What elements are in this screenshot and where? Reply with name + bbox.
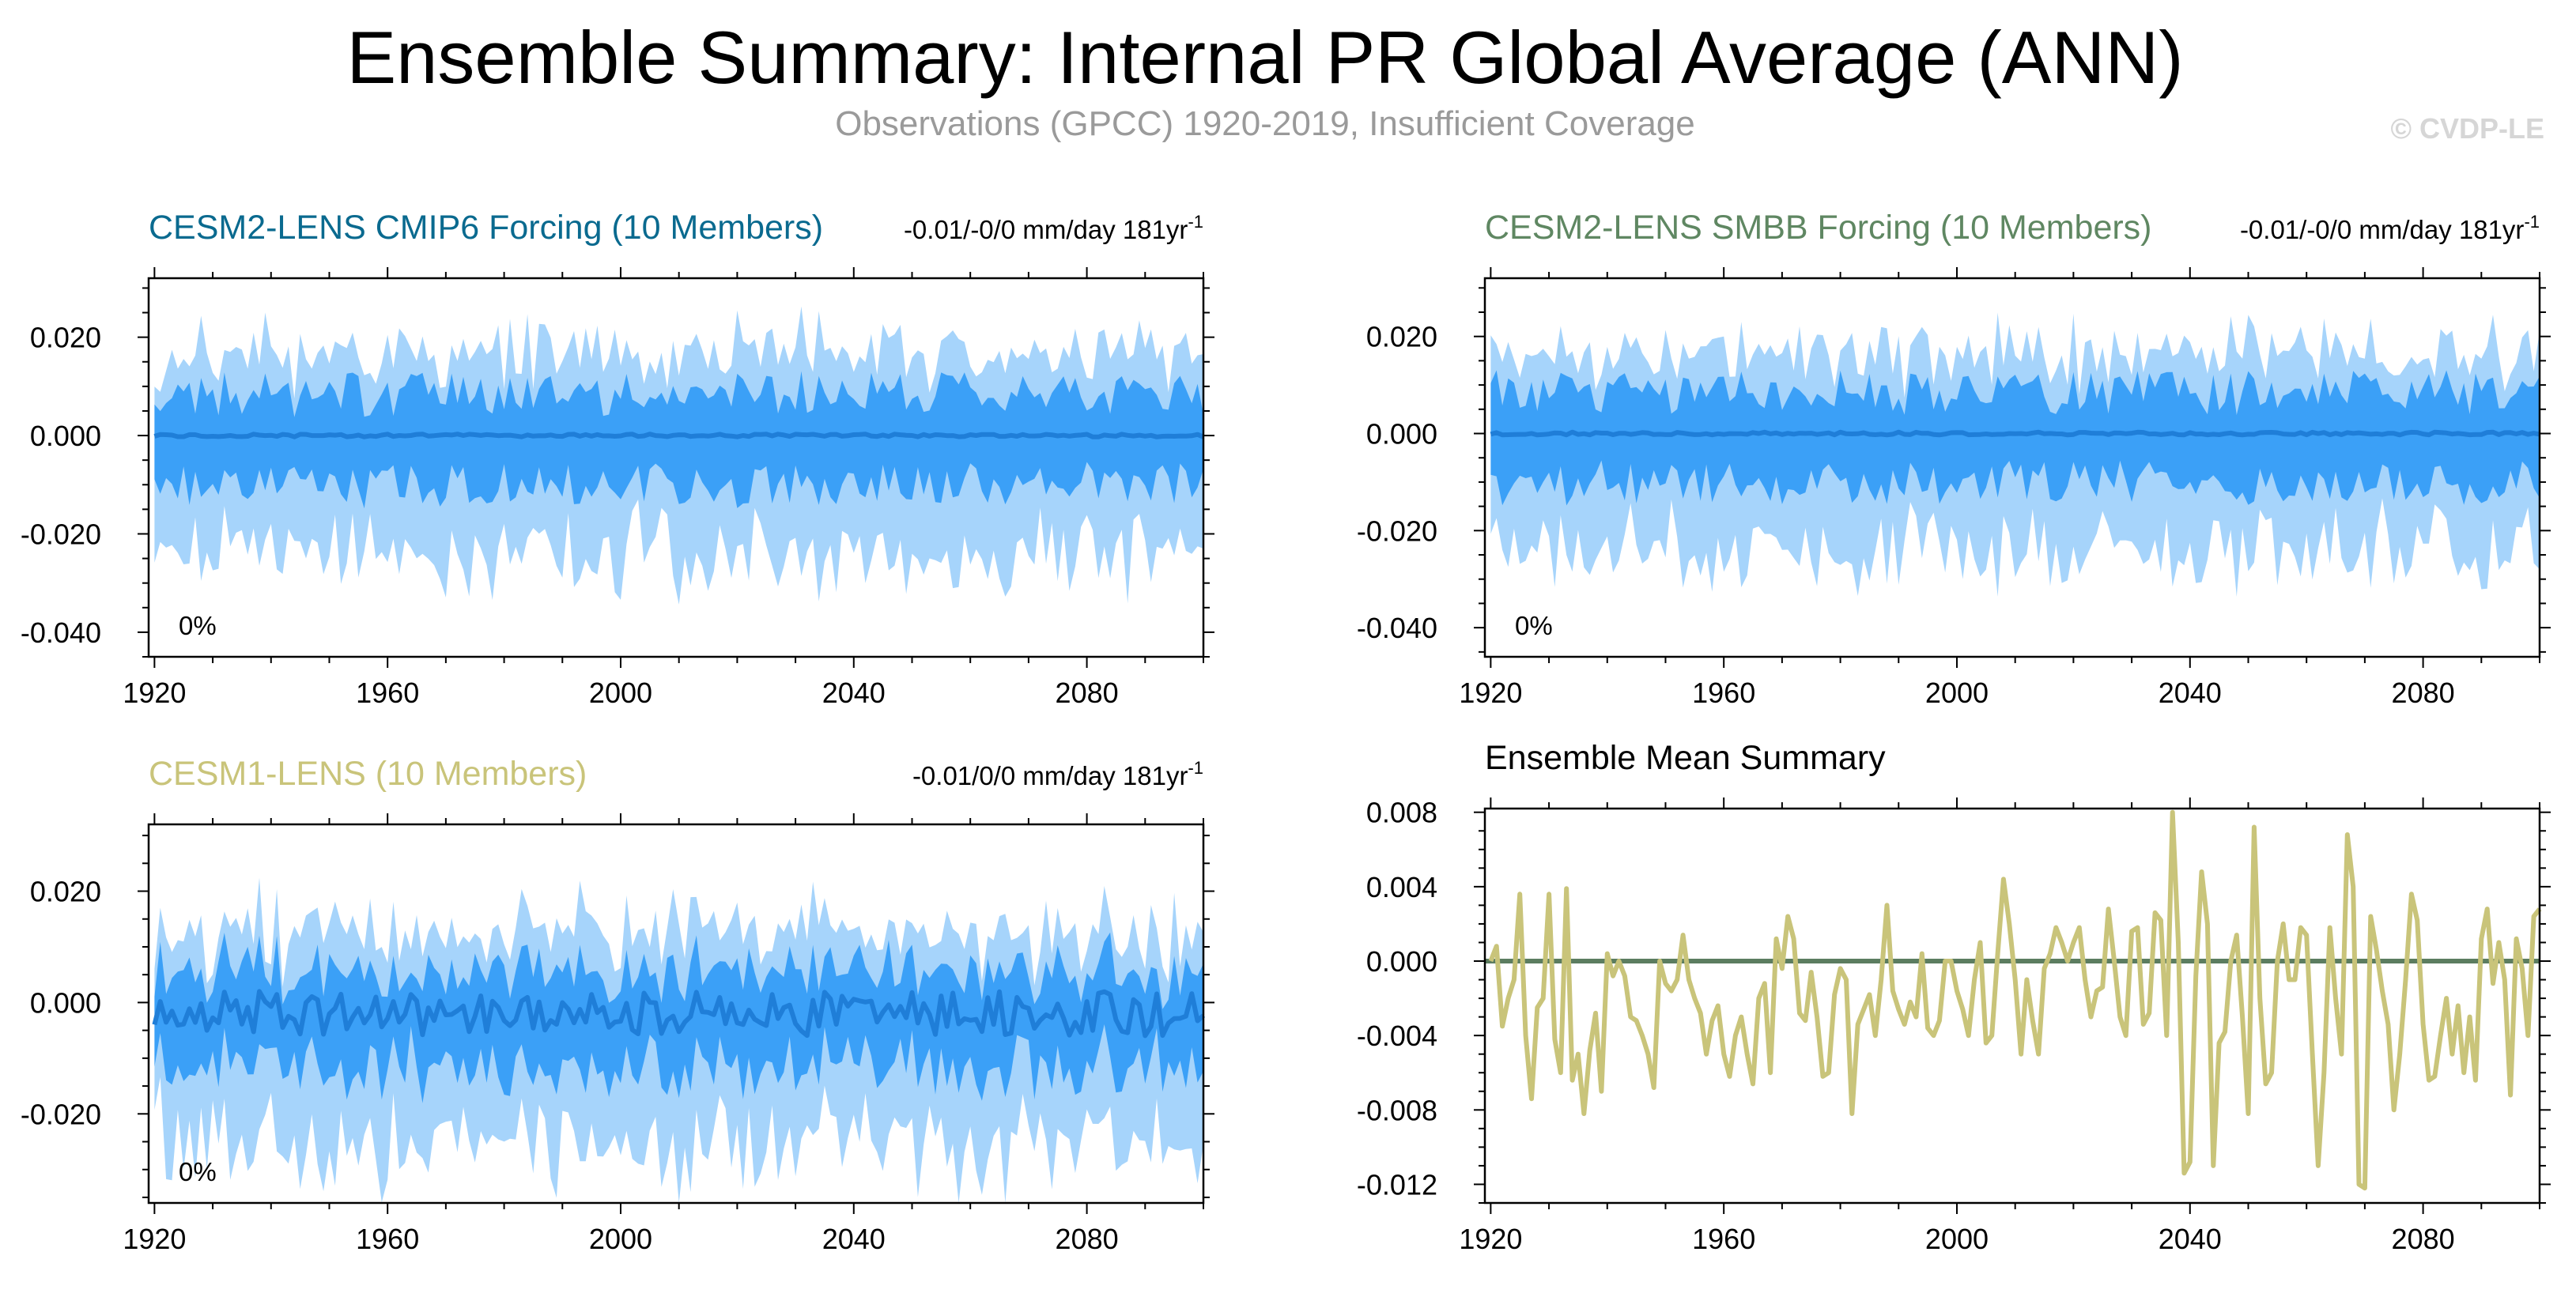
x-tick-label: 1960: [1692, 677, 1755, 709]
plot-frame: [1483, 277, 2541, 658]
inner-range-band: [154, 371, 1203, 509]
panel-stat-text: -0.01/-0/0 mm/day 181yr-1: [2240, 212, 2540, 244]
x-tick-label: 2000: [1925, 677, 1989, 709]
panel-title: Ensemble Mean Summary: [1485, 739, 1886, 777]
x-tick-label: 1920: [1459, 677, 1522, 709]
panel-ensemble-mean-summary: Ensemble Mean Summary 1920 1960 2000 2040 208…: [1357, 739, 2551, 1255]
panel-stat-text: -0.01/0/0 mm/day 181yr-1: [912, 758, 1203, 790]
y-tick-label: -0.004: [1357, 1020, 1437, 1052]
plot-frame: [147, 823, 1205, 1205]
x-tick-label: 2040: [822, 1223, 886, 1255]
y-tick-label: -0.020: [21, 1098, 101, 1130]
x-tick-label: 2000: [589, 1223, 652, 1255]
y-tick-label: -0.040: [21, 616, 101, 649]
panel-title: CESM2-LENS SMBB Forcing (10 Members): [1485, 209, 2152, 247]
ensemble-mean-line: [1490, 429, 2540, 438]
panel-annotation: 0%: [179, 611, 217, 640]
ensemble-mean-summary-line: [1488, 809, 2542, 1191]
page-title: Ensemble Summary: Internal PR Global Ave…: [346, 16, 2184, 99]
x-tick-label: 2000: [1925, 1223, 1989, 1255]
x-tick-label: 1920: [123, 677, 186, 709]
y-tick-label: -0.012: [1357, 1168, 1437, 1201]
ensemble-mean-line: [153, 432, 1205, 439]
panel-cesm1-lens: CESM1-LENS (10 Members) -0.01/0/0 mm/day …: [21, 755, 1214, 1255]
x-tick-label: 2040: [2159, 1223, 2222, 1255]
x-tick-label: 2040: [822, 677, 886, 709]
panel-annotation: 0%: [1515, 611, 1553, 640]
y-tick-label: 0.008: [1366, 797, 1437, 829]
y-tick-label: 0.020: [30, 876, 101, 908]
inner-range-band: [1490, 370, 2540, 506]
ensemble-mean-line: [152, 989, 1206, 1039]
y-tick-label: 0.020: [1366, 321, 1437, 353]
y-tick-label: 0.020: [30, 322, 101, 354]
x-tick-label: 2040: [2159, 677, 2222, 709]
panel-cesm2-smbb: CESM2-LENS SMBB Forcing (10 Members) -0.0…: [1357, 209, 2551, 709]
plot-frame: [147, 277, 1205, 658]
y-tick-label: 0.000: [30, 420, 101, 452]
plot-frame: [1483, 807, 2541, 1205]
y-tick-label: -0.008: [1357, 1094, 1437, 1126]
copyright-watermark: © CVDP-LE: [2390, 112, 2544, 145]
x-tick-label: 1960: [356, 1223, 419, 1255]
panel-cesm2-cmip6: CESM2-LENS CMIP6 Forcing (10 Members) -0.…: [21, 209, 1214, 709]
y-tick-label: -0.040: [1357, 612, 1437, 644]
y-tick-label: -0.020: [21, 518, 101, 550]
y-tick-label: 0.004: [1366, 871, 1437, 903]
x-tick-label: 1920: [123, 1223, 186, 1255]
x-tick-label: 2080: [1056, 1223, 1119, 1255]
panel-annotation: 0%: [179, 1157, 217, 1186]
x-tick-label: 2080: [1056, 677, 1119, 709]
panel-stat-text: -0.01/-0/0 mm/day 181yr-1: [904, 212, 1203, 244]
y-tick-label: -0.020: [1357, 515, 1437, 547]
y-tick-label: 0.000: [1366, 945, 1437, 978]
panel-title: CESM2-LENS CMIP6 Forcing (10 Members): [149, 209, 823, 247]
x-tick-label: 1960: [1692, 1223, 1755, 1255]
x-tick-label: 1920: [1459, 1223, 1522, 1255]
page-subtitle: Observations (GPCC) 1920-2019, Insuffici…: [835, 104, 1695, 143]
y-tick-label: 0.000: [30, 986, 101, 1019]
x-tick-label: 2080: [2392, 1223, 2455, 1255]
x-tick-label: 1960: [356, 677, 419, 709]
panel-title: CESM1-LENS (10 Members): [149, 755, 587, 793]
x-tick-label: 2000: [589, 677, 652, 709]
x-tick-label: 2080: [2392, 677, 2455, 709]
y-tick-label: 0.000: [1366, 418, 1437, 451]
inner-range-band: [154, 932, 1203, 1103]
